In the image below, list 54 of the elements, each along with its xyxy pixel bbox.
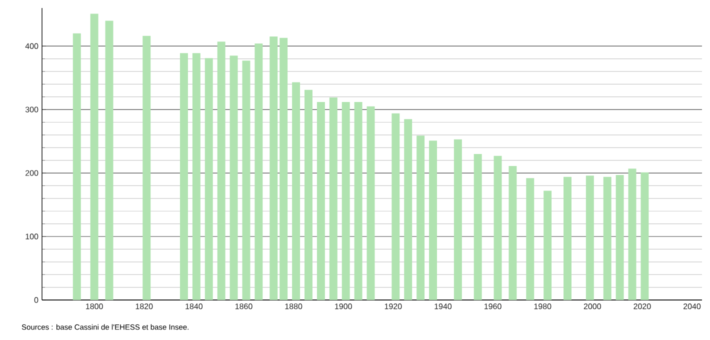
bar <box>526 178 534 300</box>
x-tick-label: 1920 <box>384 304 402 310</box>
bar <box>494 156 502 300</box>
bar <box>316 102 325 300</box>
bar <box>90 14 98 300</box>
y-tick-label: 300 <box>25 106 38 112</box>
bar <box>404 119 412 300</box>
bar <box>508 166 517 300</box>
bar <box>342 102 350 300</box>
bar <box>392 113 400 300</box>
x-tick-label: 1980 <box>534 304 552 310</box>
bar <box>474 154 482 300</box>
y-tick-label: 100 <box>26 234 38 240</box>
bar <box>217 42 226 300</box>
bar <box>640 172 649 300</box>
y-tick-label: 200 <box>26 170 38 176</box>
x-tick-label: 1800 <box>86 304 103 310</box>
bar <box>254 44 263 300</box>
bar <box>586 176 594 300</box>
bar <box>628 168 636 300</box>
x-tick-label: 1940 <box>434 304 452 310</box>
x-tick-label: 1840 <box>186 304 203 310</box>
x-tick-label: 1960 <box>484 304 502 310</box>
bar <box>603 176 612 300</box>
bar <box>616 174 624 300</box>
bar <box>204 58 213 300</box>
bar <box>142 36 151 300</box>
x-tick-label: 1860 <box>235 304 252 310</box>
bar <box>292 82 300 300</box>
y-tick-label: 0 <box>34 297 38 303</box>
bar <box>564 176 572 300</box>
bar <box>416 136 425 300</box>
bar <box>230 56 238 300</box>
bar <box>270 36 278 300</box>
bar <box>242 60 250 300</box>
x-tick-label: 1880 <box>285 304 302 310</box>
bar <box>329 97 338 300</box>
bar <box>72 33 81 300</box>
y-tick-label: 400 <box>25 43 38 49</box>
bar <box>354 102 362 300</box>
x-tick-label: 2020 <box>634 304 651 310</box>
bar <box>180 53 188 300</box>
bar <box>280 38 288 300</box>
x-tick-label: 2000 <box>584 304 601 310</box>
bar <box>454 139 462 300</box>
bar <box>544 190 552 300</box>
x-tick-label: 1820 <box>136 304 153 310</box>
bar <box>192 53 200 300</box>
bar <box>105 20 114 300</box>
x-tick-label: 2040 <box>684 304 701 310</box>
bar <box>304 90 312 300</box>
x-tick-label: 1900 <box>335 304 352 310</box>
bar <box>429 140 438 300</box>
bar <box>366 106 375 300</box>
